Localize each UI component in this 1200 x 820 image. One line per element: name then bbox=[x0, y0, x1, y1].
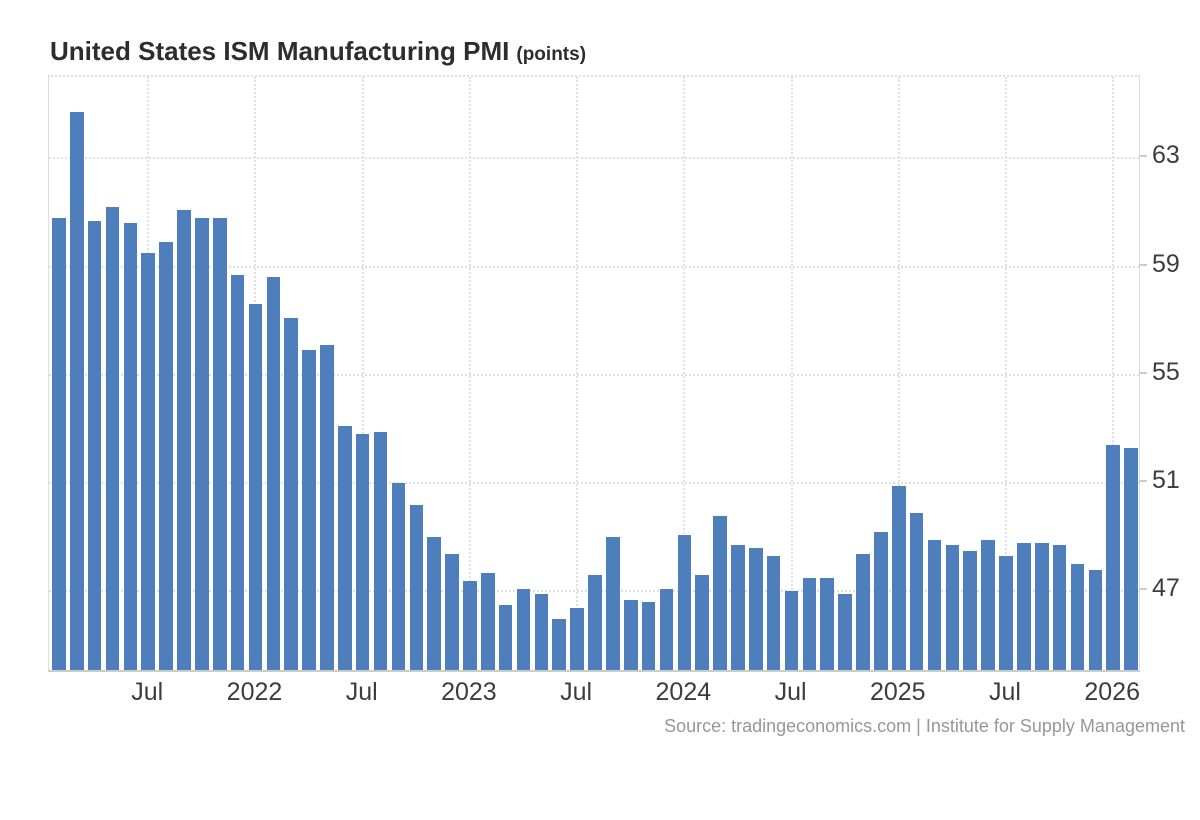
gridline-x-jul bbox=[1004, 77, 1007, 670]
bar-sep-2024[interactable] bbox=[820, 577, 835, 670]
bar-may-2022[interactable] bbox=[320, 345, 334, 670]
bar-aug-2024[interactable] bbox=[802, 577, 817, 670]
y-tick-mark-51 bbox=[1139, 480, 1147, 483]
bar-may-2021[interactable] bbox=[105, 206, 120, 670]
gridline-y-63 bbox=[49, 157, 1139, 160]
bar-jun-2021[interactable] bbox=[123, 223, 138, 670]
chart-title: United States ISM Manufacturing PMI (poin… bbox=[50, 36, 586, 67]
bar-aug-2025[interactable] bbox=[1017, 542, 1031, 670]
bar-oct-2024[interactable] bbox=[838, 594, 852, 670]
bar-feb-2025[interactable] bbox=[909, 512, 924, 670]
bar-jun-2025[interactable] bbox=[981, 540, 995, 670]
bar-mar-2023[interactable] bbox=[498, 605, 513, 670]
bar-dec-2025[interactable] bbox=[1088, 569, 1103, 670]
bar-jul-2025[interactable] bbox=[999, 556, 1013, 670]
bar-oct-2023[interactable] bbox=[623, 599, 638, 670]
bar-feb-2026[interactable] bbox=[1124, 447, 1138, 670]
bar-jan-2024[interactable] bbox=[677, 534, 692, 670]
bar-apr-2024[interactable] bbox=[731, 545, 745, 670]
bar-apr-2023[interactable] bbox=[516, 588, 531, 670]
x-tick-label-11: 2022 bbox=[226, 678, 283, 706]
bar-jan-2026[interactable] bbox=[1106, 445, 1120, 670]
gridline-x-2023 bbox=[468, 77, 471, 670]
x-tick-label-59: 2026 bbox=[1084, 678, 1140, 706]
bar-jan-2023[interactable] bbox=[463, 580, 477, 670]
gridline-x-jul bbox=[576, 77, 579, 670]
bar-apr-2025[interactable] bbox=[945, 545, 960, 670]
bar-feb-2022[interactable] bbox=[266, 277, 281, 670]
gridline-x-2026 bbox=[1112, 77, 1115, 670]
bar-aug-2021[interactable] bbox=[159, 242, 173, 670]
bar-sep-2023[interactable] bbox=[606, 537, 620, 670]
y-tick-mark-59 bbox=[1139, 263, 1147, 266]
bar-sep-2025[interactable] bbox=[1034, 542, 1049, 670]
bar-nov-2024[interactable] bbox=[856, 553, 870, 670]
bar-nov-2023[interactable] bbox=[641, 602, 656, 670]
x-tick-label-41: Jul bbox=[774, 678, 807, 706]
bar-dec-2023[interactable] bbox=[659, 588, 674, 670]
bar-dec-2024[interactable] bbox=[874, 531, 888, 670]
bar-apr-2022[interactable] bbox=[302, 350, 316, 670]
x-tick-label-47: 2025 bbox=[869, 678, 926, 706]
gridline-x-jul bbox=[361, 77, 364, 670]
y-tick-mark-63 bbox=[1139, 155, 1147, 158]
bar-may-2023[interactable] bbox=[534, 594, 549, 670]
bar-mar-2022[interactable] bbox=[284, 317, 299, 670]
bar-oct-2025[interactable] bbox=[1052, 545, 1067, 670]
bar-jan-2022[interactable] bbox=[248, 304, 263, 670]
x-tick-label-23: 2023 bbox=[441, 678, 497, 706]
y-tick-label-47: 47 bbox=[1152, 574, 1180, 603]
bar-feb-2023[interactable] bbox=[480, 572, 495, 670]
x-tick-label-53: Jul bbox=[988, 678, 1021, 706]
bar-sep-2022[interactable] bbox=[391, 483, 406, 670]
gridline-y-59 bbox=[49, 265, 1139, 268]
y-tick-label-63: 63 bbox=[1152, 141, 1180, 170]
bar-oct-2022[interactable] bbox=[409, 504, 424, 670]
y-tick-label-55: 55 bbox=[1152, 357, 1180, 386]
plot-area bbox=[48, 75, 1140, 672]
bar-jan-2025[interactable] bbox=[891, 485, 906, 670]
y-tick-mark-55 bbox=[1139, 371, 1147, 374]
bar-may-2025[interactable] bbox=[963, 550, 978, 670]
bar-feb-2024[interactable] bbox=[695, 575, 709, 670]
gridline-y-55 bbox=[49, 373, 1139, 376]
bar-nov-2021[interactable] bbox=[212, 217, 227, 670]
bar-aug-2022[interactable] bbox=[373, 431, 388, 670]
gridline-x-2024 bbox=[683, 77, 686, 670]
x-tick-label-35: 2024 bbox=[655, 678, 712, 706]
bar-mar-2024[interactable] bbox=[713, 515, 727, 670]
x-tick-label-5: Jul bbox=[131, 678, 164, 706]
bar-jul-2021[interactable] bbox=[141, 253, 156, 670]
chart-title-unit: (points) bbox=[516, 44, 587, 65]
source-attribution: Source: tradingeconomics.com | Institute… bbox=[664, 716, 1185, 736]
bar-nov-2022[interactable] bbox=[427, 537, 441, 670]
gridline-x-2025 bbox=[897, 77, 900, 670]
bar-jun-2022[interactable] bbox=[338, 426, 352, 670]
bar-dec-2021[interactable] bbox=[230, 274, 245, 670]
bar-jun-2024[interactable] bbox=[766, 556, 781, 670]
bar-feb-2021[interactable] bbox=[52, 217, 66, 670]
bar-nov-2025[interactable] bbox=[1070, 564, 1085, 670]
bar-jun-2023[interactable] bbox=[552, 618, 567, 670]
gridline-y-51 bbox=[49, 482, 1139, 485]
bar-may-2024[interactable] bbox=[749, 548, 763, 670]
bar-sep-2021[interactable] bbox=[177, 209, 191, 670]
x-tick-label-17: Jul bbox=[345, 678, 378, 706]
x-tick-label-29: Jul bbox=[560, 678, 593, 706]
bar-oct-2021[interactable] bbox=[195, 217, 209, 670]
bar-jul-2024[interactable] bbox=[784, 591, 799, 670]
y-tick-mark-47 bbox=[1139, 588, 1147, 591]
bar-mar-2025[interactable] bbox=[927, 540, 942, 670]
bar-jul-2022[interactable] bbox=[355, 434, 370, 670]
y-tick-label-51: 51 bbox=[1152, 466, 1180, 495]
gridline-x-jul bbox=[790, 77, 793, 670]
bar-jul-2023[interactable] bbox=[570, 607, 584, 670]
bar-dec-2022[interactable] bbox=[445, 553, 459, 670]
y-tick-label-59: 59 bbox=[1152, 249, 1180, 278]
bar-aug-2023[interactable] bbox=[588, 575, 602, 670]
bar-mar-2021[interactable] bbox=[70, 112, 84, 670]
bar-apr-2021[interactable] bbox=[87, 220, 102, 670]
chart-title-text: United States ISM Manufacturing PMI bbox=[50, 36, 510, 66]
